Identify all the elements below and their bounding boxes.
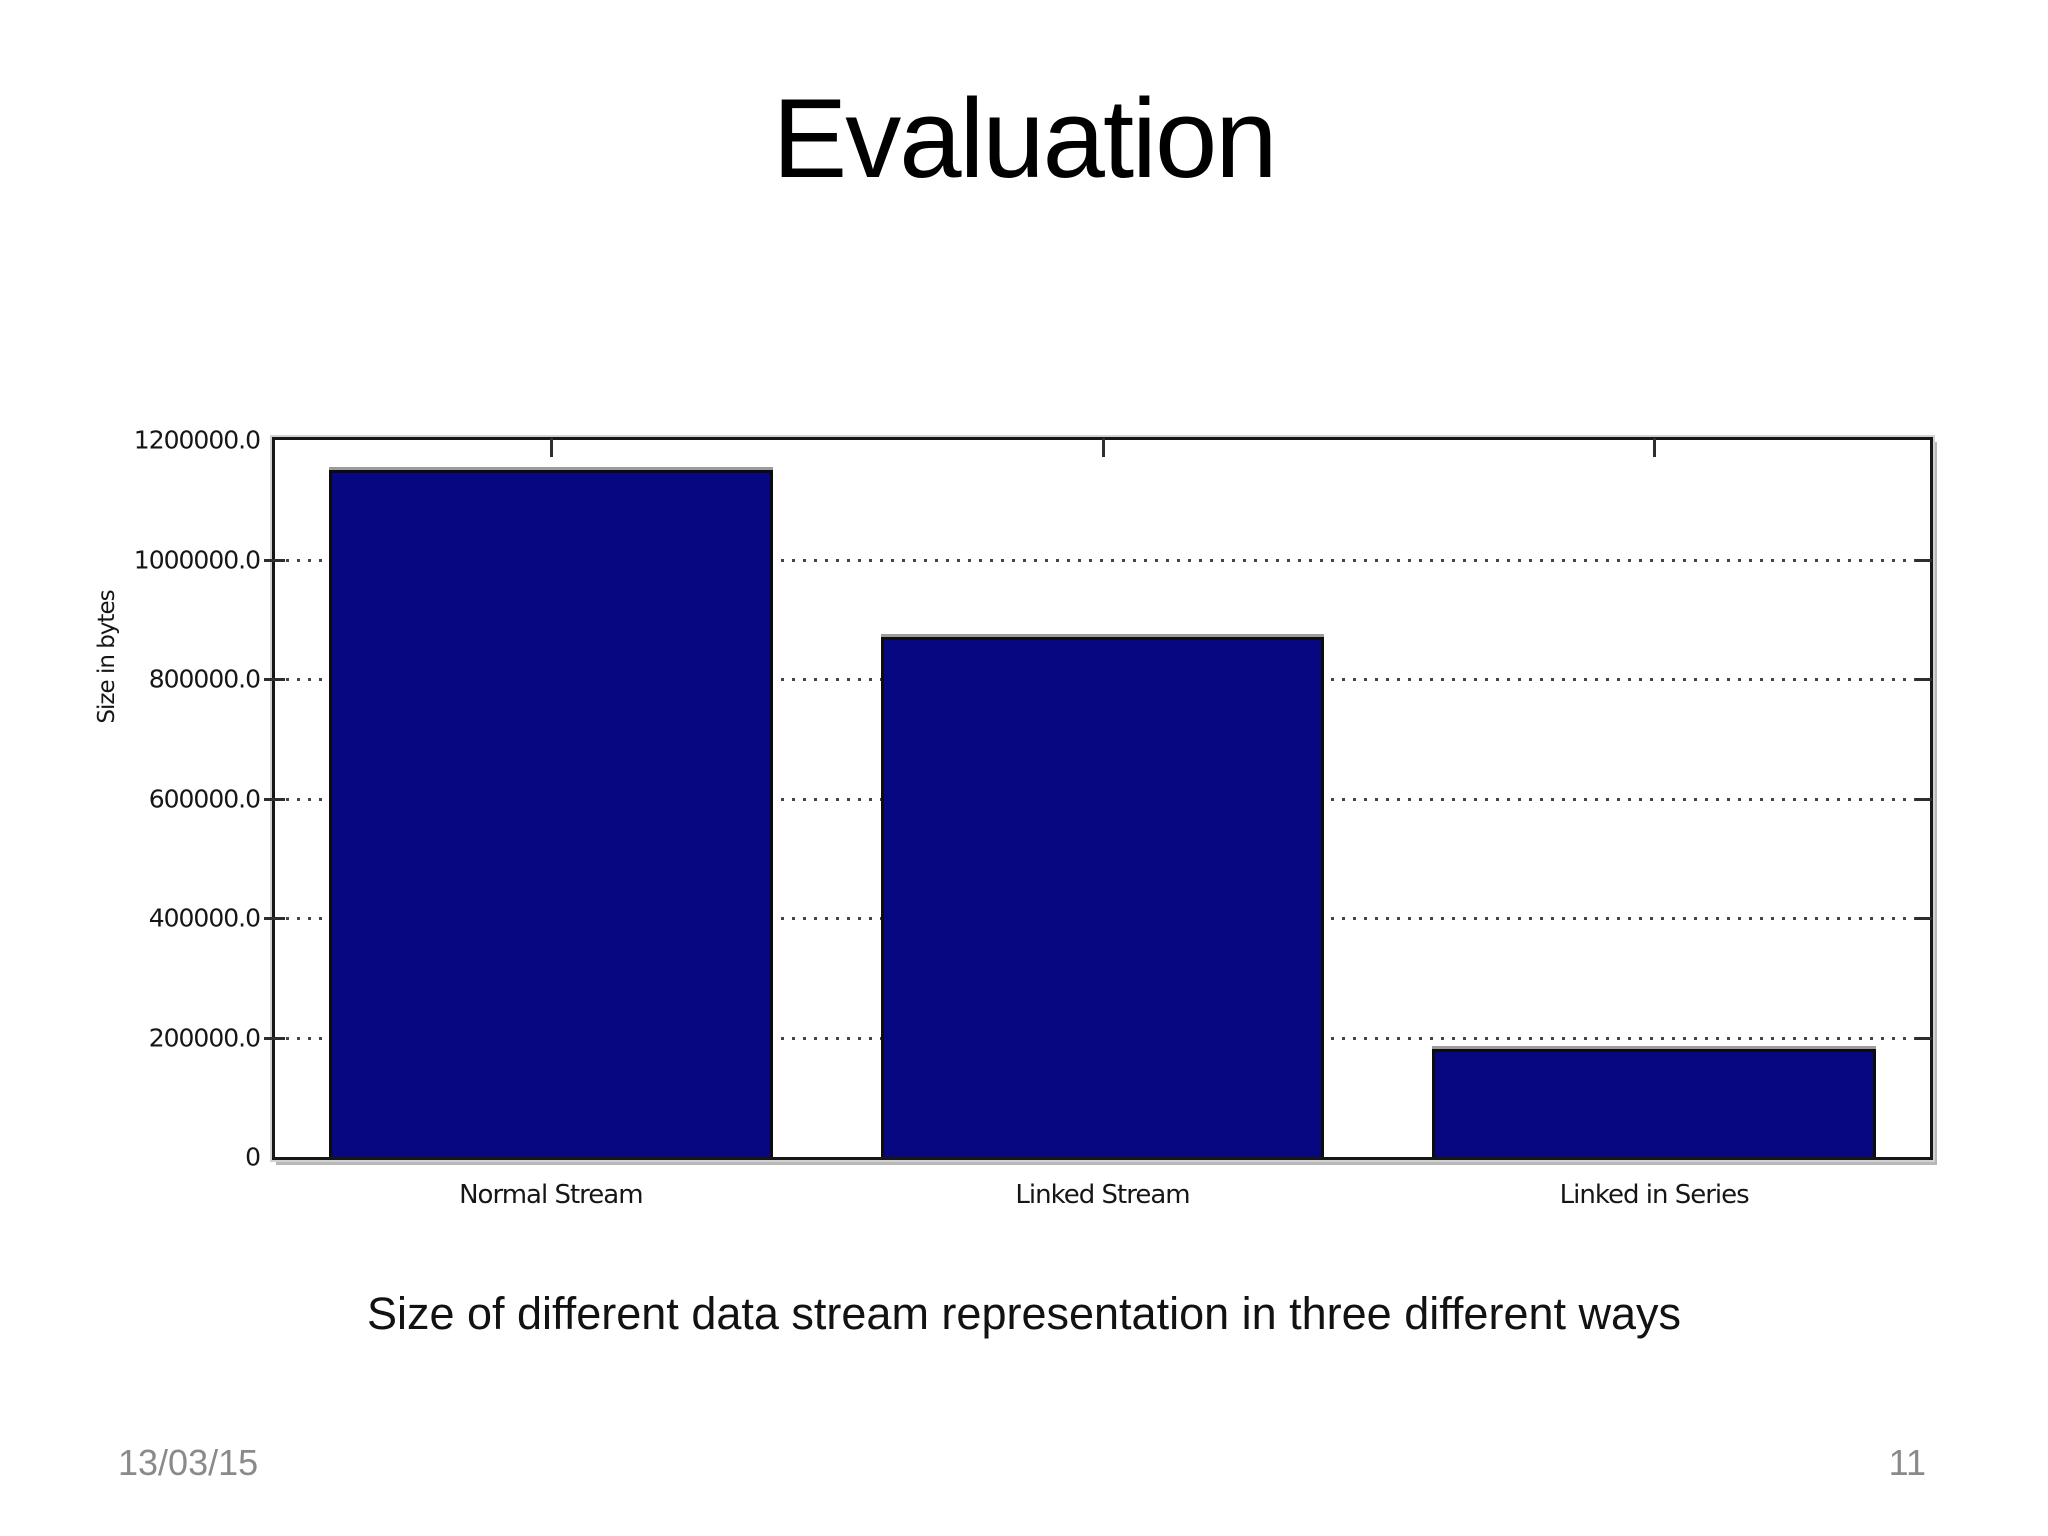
bar-linked-stream xyxy=(880,637,1325,1157)
x-tick-label: Linked in Series xyxy=(1559,1180,1750,1210)
y-axis-tick xyxy=(264,678,285,681)
slide-title: Evaluation xyxy=(772,76,1277,201)
top-axis-tick xyxy=(1653,438,1657,457)
y-axis-title: Size in bytes xyxy=(94,590,120,724)
y-tick-label: 1200000.0 xyxy=(133,425,261,455)
bar-linked-in-series xyxy=(1432,1049,1876,1157)
right-axis-tick xyxy=(1915,558,1932,562)
right-axis-tick xyxy=(1915,678,1932,681)
y-tick-label: 1000000.0 xyxy=(133,545,261,574)
top-axis-tick xyxy=(549,438,553,457)
y-axis-tick xyxy=(264,558,285,562)
plot-area xyxy=(264,437,1933,1160)
right-axis-tick xyxy=(1915,917,1932,920)
bar-normal-stream xyxy=(329,469,773,1157)
y-tick-label: 0 xyxy=(245,1142,261,1172)
y-tick-label: 200000.0 xyxy=(148,1023,261,1052)
y-axis-tick xyxy=(264,797,285,801)
x-tick-label: Linked Stream xyxy=(1015,1180,1190,1210)
y-tick-label: 400000.0 xyxy=(148,903,261,933)
right-axis-tick xyxy=(1915,797,1932,801)
y-tick-label: 800000.0 xyxy=(148,664,261,694)
top-axis-tick xyxy=(1101,438,1105,457)
y-axis-tick xyxy=(264,917,285,920)
chart-caption: Size of different data stream representa… xyxy=(366,1288,1682,1339)
right-axis-tick xyxy=(1915,1036,1932,1040)
footer-date: 13/03/15 xyxy=(118,1442,259,1483)
y-tick-label: 600000.0 xyxy=(148,784,261,813)
page-number: 11 xyxy=(1888,1442,1926,1483)
y-axis-tick xyxy=(264,1036,285,1040)
gridline xyxy=(275,558,1930,562)
x-tick-label: Normal Stream xyxy=(459,1180,643,1210)
